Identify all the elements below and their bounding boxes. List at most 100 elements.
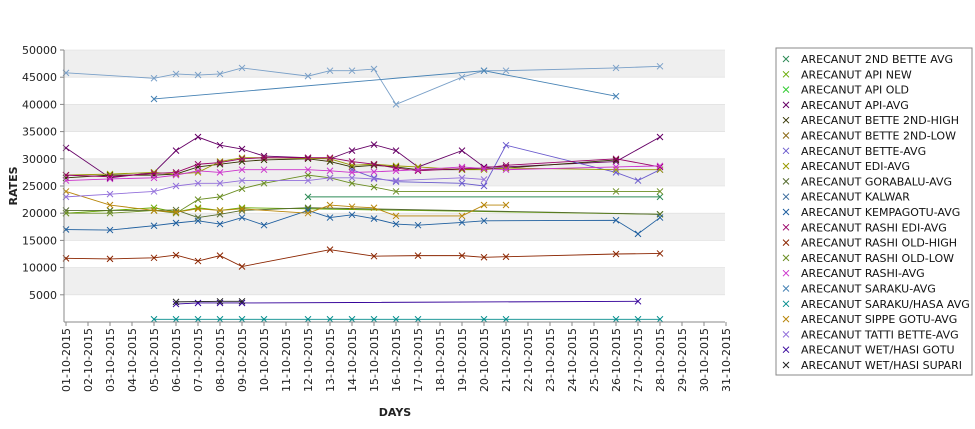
data-point [612, 216, 620, 224]
data-point [414, 221, 422, 229]
data-point [612, 166, 620, 174]
data-point [304, 177, 312, 184]
legend-label: ARECANUT API OLD [801, 84, 909, 97]
x-tick-label: 18-10-2015 [434, 328, 447, 392]
legend-item: ARECANUT API-AVG [782, 99, 909, 112]
data-point [238, 263, 246, 270]
data-point [304, 209, 312, 217]
data-point [326, 246, 334, 254]
data-point [656, 315, 664, 323]
data-point [348, 315, 356, 323]
data-point [370, 204, 378, 212]
data-point [106, 201, 114, 209]
legend-label: ARECANUT RASHI OLD-LOW [801, 252, 954, 265]
legend-item: ARECANUT BETTE 2ND-HIGH [782, 114, 959, 127]
data-point [370, 65, 378, 73]
data-point [304, 315, 312, 323]
data-point [150, 315, 158, 323]
y-tick-label: 25000 [22, 180, 57, 193]
y-tick-label: 5000 [29, 289, 57, 302]
legend-marker [782, 70, 790, 78]
data-point [194, 179, 202, 187]
data-point [612, 250, 620, 258]
data-point [502, 141, 510, 149]
series-arecanut-saraku-hasa-avg [150, 315, 664, 323]
data-point [502, 253, 510, 261]
data-point [172, 219, 180, 227]
x-tick-label: 21-10-2015 [500, 328, 513, 392]
data-point [150, 204, 158, 212]
legend-marker [782, 239, 790, 246]
data-point [194, 315, 202, 323]
data-point [150, 174, 158, 182]
data-point [392, 164, 400, 172]
legend-marker [782, 254, 790, 262]
data-point [238, 64, 246, 72]
data-point [458, 163, 466, 171]
legend-marker [782, 86, 790, 93]
legend-marker [782, 208, 790, 216]
data-point [304, 204, 312, 212]
x-tick-label: 25-10-2015 [588, 328, 601, 392]
data-point [502, 166, 510, 174]
data-point [480, 165, 488, 172]
x-tick-label: 24-10-2015 [566, 328, 579, 392]
x-tick-label: 26-10-2015 [610, 328, 623, 392]
data-point [216, 141, 224, 149]
data-point [458, 174, 466, 182]
series-line [65, 177, 485, 198]
data-point [172, 315, 180, 323]
data-point [216, 207, 224, 214]
x-tick-label: 29-10-2015 [676, 328, 689, 392]
data-point [326, 67, 334, 75]
data-point [458, 252, 466, 259]
data-point [612, 163, 620, 171]
data-point [194, 71, 202, 79]
y-tick-label: 40000 [22, 98, 57, 111]
legend-item: ARECANUT RASHI OLD-LOW [782, 252, 954, 265]
data-point [392, 188, 400, 195]
data-point [370, 160, 378, 168]
data-point [194, 214, 202, 221]
data-point [172, 208, 180, 216]
legend-marker [782, 285, 790, 292]
data-point [326, 154, 334, 162]
series-line [175, 300, 639, 305]
data-point [612, 315, 620, 323]
data-point [612, 156, 620, 164]
data-point [216, 297, 224, 305]
legend-label: ARECANUT EDI-AVG [801, 160, 910, 173]
legend-item: ARECANUT RASHI EDI-AVG [782, 221, 947, 234]
data-point [238, 214, 246, 221]
series-arecanut-sippe-gotu-avg [62, 188, 510, 220]
data-point [370, 183, 378, 191]
y-tick-label: 50000 [22, 44, 57, 57]
data-point [194, 205, 202, 213]
x-tick-label: 12-10-2015 [302, 328, 315, 392]
legend-label: ARECANUT RASHI-AVG [801, 267, 925, 280]
legend-label: ARECANUT KALWAR [801, 191, 910, 204]
data-point [414, 315, 422, 323]
data-point [194, 217, 202, 225]
data-point [656, 133, 664, 141]
legend-marker [782, 162, 790, 170]
legend-label: ARECANUT WET/HASI GOTU [801, 344, 955, 357]
data-point [216, 179, 224, 187]
legend-label: ARECANUT WET/HASI SUPARI [801, 359, 962, 372]
data-point [326, 167, 334, 175]
data-point [238, 145, 246, 153]
data-point [326, 214, 334, 221]
legend-label: ARECANUT SARAKU-AVG [801, 283, 936, 296]
legend-label: ARECANUT API-AVG [801, 99, 909, 112]
legend-label: ARECANUT BETTE 2ND-LOW [801, 130, 956, 143]
data-point [414, 167, 422, 175]
data-point [106, 175, 114, 183]
data-point [458, 147, 466, 154]
data-point [656, 162, 664, 170]
data-point [260, 221, 268, 229]
data-point [326, 315, 334, 323]
data-point [392, 167, 400, 175]
legend-label: ARECANUT API NEW [801, 68, 912, 81]
y-tick-label: 10000 [22, 262, 57, 275]
